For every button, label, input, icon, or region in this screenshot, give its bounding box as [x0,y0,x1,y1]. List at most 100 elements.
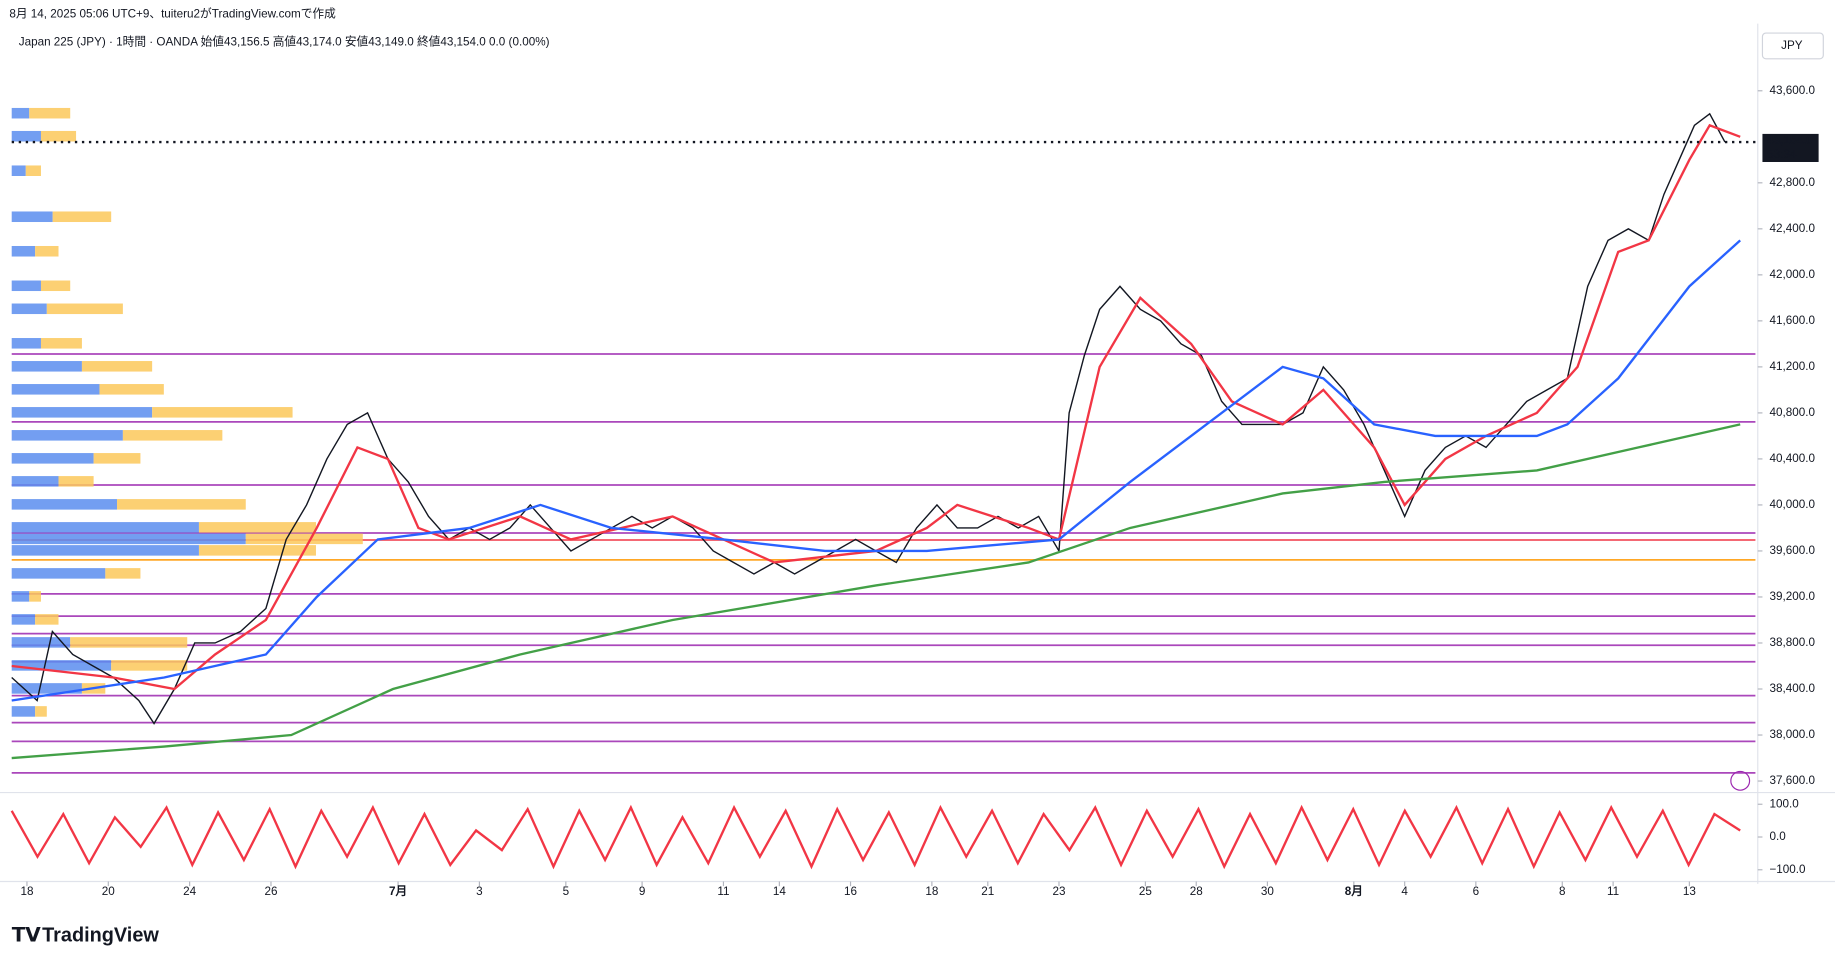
y-tick-label: 39,200.0 [1769,590,1815,603]
x-tick-label: 26 [264,885,277,898]
y-tick-label: 42,400.0 [1769,222,1815,235]
x-tick-label: 14 [773,885,787,898]
price-line [11,423,1741,760]
y-tick-label: 42,800.0 [1769,176,1815,189]
x-tick-label: 8 [1559,885,1566,898]
profile-up [11,107,30,119]
x-tick-label: 24 [183,885,197,898]
x-tick-label: 21 [981,885,994,898]
profile-up [11,614,36,625]
profile-down [29,591,41,602]
profile-up [11,338,41,349]
x-tick-label: 8月 [1345,885,1363,898]
profile-down [70,637,188,648]
profile-up [11,522,199,533]
profile-up [11,280,41,292]
x-tick-label: 30 [1261,885,1275,898]
profile-down [25,165,41,176]
x-tick-label: 16 [844,885,857,898]
y-tick-label: 43,600.0 [1769,84,1815,97]
profile-down [122,430,223,441]
profile-down [152,407,293,418]
profile-down [111,660,188,671]
profile-down [35,614,59,625]
x-tick-label: 6 [1473,885,1480,898]
y-tick-label: 100.0 [1769,797,1799,810]
countdown: 53:34 [1767,148,1797,161]
y-tick-label: 42,000.0 [1769,268,1815,281]
profile-up [11,660,112,671]
brand-icon: 𝗧𝗩 [12,925,42,947]
profile-down [245,533,363,545]
x-tick-label: 3 [476,885,483,898]
x-tick-label: 13 [1683,885,1696,898]
y-tick-label: 39,600.0 [1769,544,1815,557]
y-tick-label: 38,800.0 [1769,636,1815,649]
last-price-box [1762,133,1819,162]
profile-up [11,545,199,556]
y-tick-label: 40,400.0 [1769,452,1815,465]
brand: TradingView [42,925,159,947]
profile-down [35,245,59,257]
symbol-legend: Japan 225 (JPY) · 1時間 · OANDA 始値43,156.5… [19,34,550,48]
profile-up [11,637,71,648]
profile-up [11,499,118,510]
x-tick-label: 18 [20,885,33,898]
x-tick-label: 9 [639,885,646,898]
profile-up [11,568,106,579]
x-tick-label: 5 [563,885,570,898]
profile-up [11,130,41,142]
x-tick-label: 7月 [389,885,407,898]
alert-icon[interactable] [1730,770,1751,791]
x-tick-label: 11 [1607,885,1619,898]
profile-up [11,245,36,257]
profile-down [198,545,316,556]
y-tick-label: 40,800.0 [1769,406,1815,419]
x-tick-label: 18 [925,885,938,898]
profile-up [11,453,94,464]
profile-down [58,476,94,487]
profile-up [11,165,26,176]
profile-up [11,533,246,545]
profile-down [40,130,77,142]
y-tick-label: 41,200.0 [1769,360,1815,373]
profile-down [40,280,71,292]
price-line [11,123,1741,691]
profile-down [40,338,82,349]
caption: 8月 14, 2025 05:06 UTC+9、tuiteru2がTrading… [9,6,336,20]
profile-down [198,522,316,533]
profile-up [11,430,123,441]
profile-up [11,303,47,315]
last-price-label: 43,154.0 [1767,134,1813,147]
y-tick-label: 38,000.0 [1769,728,1815,741]
profile-up [11,683,82,694]
y-tick-label: 40,000.0 [1769,498,1815,511]
x-tick-label: 28 [1190,885,1203,898]
x-tick-label: 25 [1139,885,1153,898]
y-tick-label: 0.0 [1769,830,1786,843]
currency: JPY [1781,39,1803,52]
profile-up [11,591,30,602]
price-line [10,804,1741,870]
profile-up [11,361,82,372]
currency-box[interactable] [1761,32,1824,60]
profile-up [11,407,153,418]
y-tick-label: −100.0 [1769,863,1806,876]
price-line [11,112,1726,725]
profile-down [81,361,153,372]
x-tick-label: 23 [1052,885,1065,898]
x-tick-label: 4 [1401,885,1408,898]
profile-down [105,568,141,579]
price-line [11,239,1741,702]
y-tick-label: 38,400.0 [1769,682,1815,695]
profile-up [11,384,100,395]
profile-down [29,107,71,119]
profile-up [11,476,59,487]
profile-down [99,384,164,395]
profile-down [46,303,123,315]
profile-up [11,211,53,223]
profile-down [93,453,141,464]
y-tick-label: 37,600.0 [1769,774,1815,787]
